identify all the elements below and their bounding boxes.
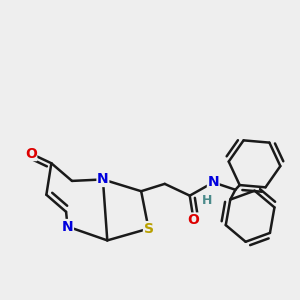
Text: N: N: [208, 176, 219, 189]
Text: S: S: [143, 222, 154, 236]
Text: O: O: [188, 213, 200, 227]
Text: O: O: [25, 146, 37, 161]
Text: H: H: [202, 194, 213, 207]
Text: N: N: [62, 220, 74, 234]
Text: N: N: [97, 172, 109, 186]
